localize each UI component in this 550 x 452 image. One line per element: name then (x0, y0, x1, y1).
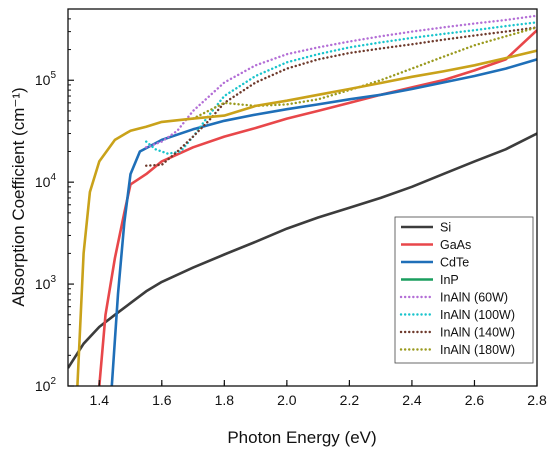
y-axis-title: Absorption Coefficient (cm⁻¹) (9, 87, 28, 306)
x-tick-label: 1.6 (152, 392, 172, 408)
x-tick-label: 2.2 (340, 392, 360, 408)
series-line-inaln-100w (145, 21, 537, 155)
x-tick-label: 2.6 (465, 392, 485, 408)
x-tick-label: 2.8 (527, 392, 547, 408)
x-tick-label: 2.0 (277, 392, 297, 408)
x-tick-label: 2.4 (402, 392, 422, 408)
legend-label: InAlN (60W) (440, 291, 508, 305)
series-layer (68, 14, 537, 386)
y-tick-label: 102 (35, 376, 57, 394)
legend-label: InAlN (100W) (440, 308, 515, 322)
y-tick-label: 105 (35, 70, 57, 88)
legend-box (394, 216, 534, 364)
x-axis-title: Photon Energy (eV) (227, 428, 376, 447)
series-line-inaln-140w (145, 26, 537, 167)
series-line-inaln-60w (145, 14, 537, 149)
legend-label: CdTe (440, 256, 469, 270)
legend-label: InAlN (180W) (440, 343, 515, 357)
series-line-cdte (110, 58, 537, 386)
ticks-layer: 1.4 1.6 1.8 2.0 2.2 2.4 2.6 2.8 102 103 104 105 (35, 18, 547, 408)
series-line-inaln-180w-solid (76, 49, 537, 386)
legend: Si GaAs CdTe InP InAlN (60W) InAlN (100W) InAl… (394, 216, 534, 364)
series-line-si (68, 132, 537, 369)
x-tick-label: 1.8 (215, 392, 235, 408)
y-tick-label: 104 (35, 172, 57, 190)
legend-label: Si (440, 221, 451, 235)
x-tick-label: 1.4 (90, 392, 110, 408)
legend-label: InP (440, 273, 459, 287)
series-line-inaln-180w (191, 26, 537, 120)
y-tick-label: 103 (35, 274, 57, 292)
legend-label: InAlN (140W) (440, 326, 515, 340)
legend-label: GaAs (440, 238, 471, 252)
